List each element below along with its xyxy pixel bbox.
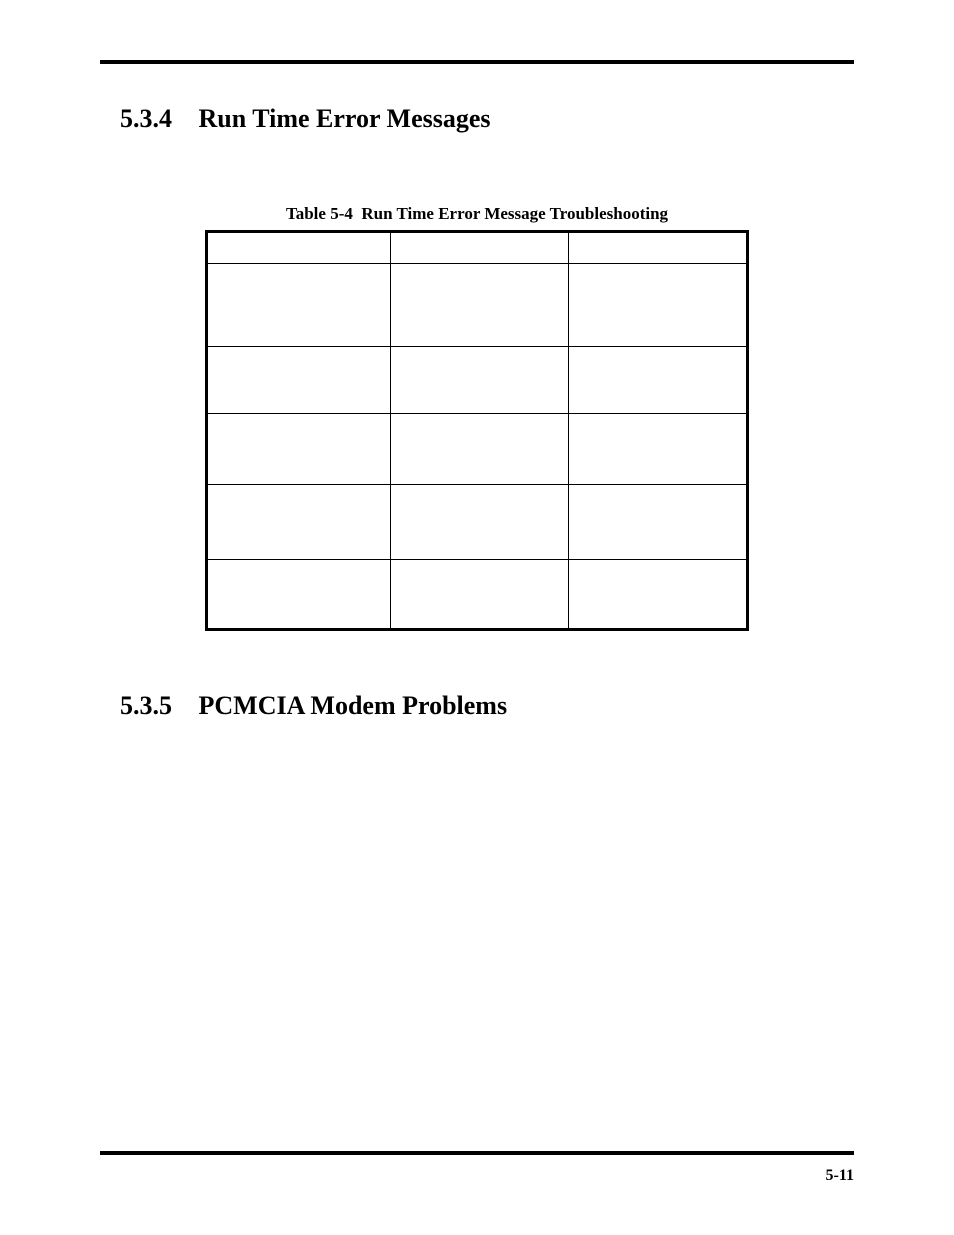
bottom-rule <box>100 1151 854 1155</box>
table-header-row <box>208 233 747 264</box>
table-header-cell <box>569 233 747 264</box>
section-title: PCMCIA Modem Problems <box>199 691 508 720</box>
section-heading-535: 5.3.5 PCMCIA Modem Problems <box>120 691 854 721</box>
table-row <box>208 347 747 414</box>
table-row <box>208 414 747 485</box>
table <box>207 232 747 629</box>
table-caption-label: Table 5-4 <box>286 204 353 223</box>
troubleshooting-table <box>205 230 749 631</box>
table-row <box>208 560 747 629</box>
section-heading-534: 5.3.4 Run Time Error Messages <box>120 104 854 134</box>
section-number: 5.3.5 <box>120 691 192 721</box>
table-header-cell <box>391 233 569 264</box>
table-row <box>208 485 747 560</box>
page: 5.3.4 Run Time Error Messages Table 5-4 … <box>0 0 954 1235</box>
section-number: 5.3.4 <box>120 104 192 134</box>
table-row <box>208 264 747 347</box>
table-header-cell <box>208 233 391 264</box>
table-caption: Table 5-4 Run Time Error Message Trouble… <box>100 204 854 224</box>
top-rule <box>100 60 854 64</box>
section-title: Run Time Error Messages <box>199 104 491 133</box>
table-caption-title: Run Time Error Message Troubleshooting <box>361 204 668 223</box>
page-number: 5-11 <box>826 1167 854 1185</box>
